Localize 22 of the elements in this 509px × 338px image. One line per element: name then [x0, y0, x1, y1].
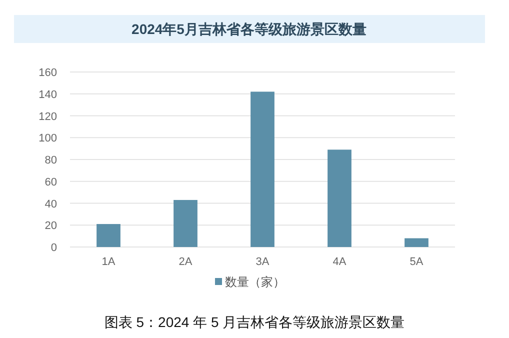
bar — [250, 92, 274, 247]
y-tick-label: 120 — [38, 110, 57, 123]
legend-label: 数量（家） — [225, 275, 285, 289]
x-tick-label: 4A — [332, 256, 347, 268]
bar — [328, 150, 352, 247]
text: 图表 5：2024 年 5 月吉林省各等级旅游景区数量 — [104, 314, 405, 330]
y-tick-label: 40 — [44, 198, 57, 210]
x-tick-label: 1A — [102, 256, 116, 268]
y-tick-label: 60 — [44, 176, 57, 188]
y-tick-label: 0 — [50, 242, 57, 254]
x-tick-label: 2A — [178, 256, 193, 268]
y-tick-label: 80 — [44, 154, 57, 166]
bar — [174, 200, 198, 247]
y-tick-label: 100 — [38, 132, 57, 145]
chart-title: 2024年5月吉林省各等级旅游景区数量 — [132, 21, 366, 37]
x-tick-label: 3A — [256, 256, 270, 268]
bar — [96, 224, 120, 247]
bar — [404, 238, 428, 247]
y-tick-label: 140 — [38, 88, 57, 101]
x-tick-label: 5A — [410, 256, 424, 268]
y-tick-label: 20 — [44, 220, 57, 232]
y-tick-label: 160 — [38, 67, 57, 79]
